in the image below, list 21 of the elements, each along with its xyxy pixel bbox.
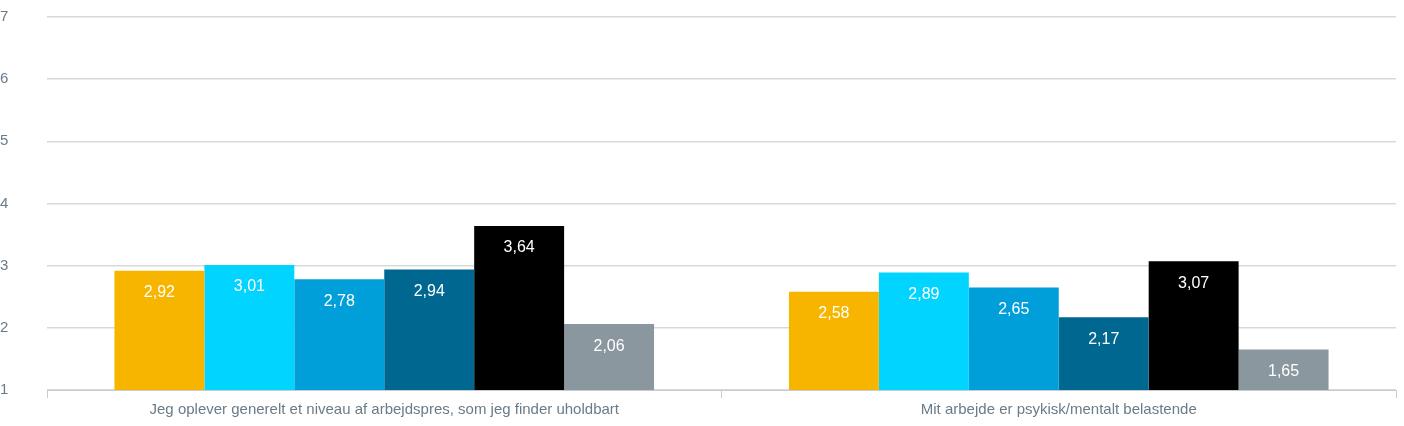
y-tick-label: 1 xyxy=(0,380,9,398)
data-label: 2,94 xyxy=(413,281,445,299)
data-label: 2,06 xyxy=(593,336,625,354)
y-tick-label: 3 xyxy=(0,255,9,273)
data-label: 3,01 xyxy=(233,277,266,295)
data-label: 2,58 xyxy=(818,304,850,322)
data-label: 1,65 xyxy=(1268,362,1300,379)
x-tick-label: Jeg oplever generelt et niveau af arbejdspres, som jeg finder uholdbart xyxy=(149,400,620,418)
data-label: 3,64 xyxy=(503,238,535,256)
x-tick-label: Mit arbejde er psykisk/mentalt belastende xyxy=(920,400,1197,418)
y-tick-label: 6 xyxy=(0,69,9,87)
data-label: 2,92 xyxy=(143,283,176,301)
data-label: 2,78 xyxy=(323,291,355,309)
y-tick-label: 5 xyxy=(0,131,9,149)
data-label: 2,89 xyxy=(908,284,940,302)
y-tick-label: 2 xyxy=(0,317,9,335)
data-label: 2,65 xyxy=(998,299,1030,317)
y-tick-label: 4 xyxy=(0,193,9,211)
data-label: 2,17 xyxy=(1088,329,1120,347)
data-label: 3,07 xyxy=(1178,273,1210,291)
y-tick-label: 7 xyxy=(0,7,9,25)
